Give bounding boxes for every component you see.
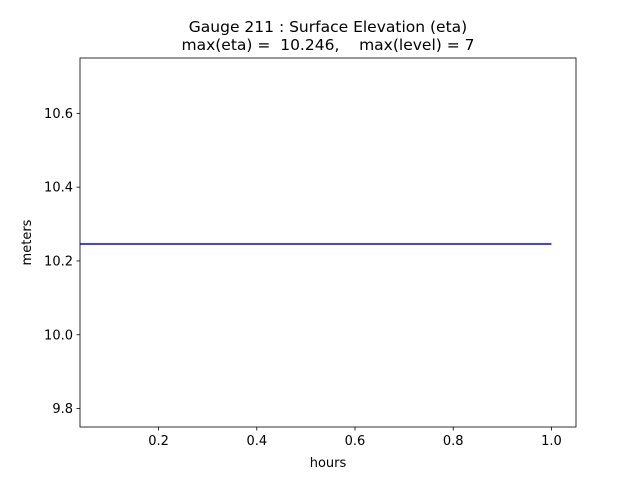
y-tick-label: 10.4 xyxy=(44,181,73,196)
plot-frame xyxy=(79,57,577,428)
y-tick-label: 9.8 xyxy=(52,402,73,417)
x-axis-label: hours xyxy=(310,456,347,471)
y-axis-label: meters xyxy=(20,219,35,265)
chart-title: Gauge 211 : Surface Elevation (eta) xyxy=(189,18,467,36)
x-tick-label: 0.6 xyxy=(345,434,366,449)
x-tick-label: 0.4 xyxy=(246,434,267,449)
chart-subtitle: max(eta) = 10.246, max(level) = 7 xyxy=(181,36,474,54)
x-tick-label: 0.8 xyxy=(443,434,464,449)
y-tick-label: 10.2 xyxy=(44,254,73,269)
plot-area: 0.2 0.4 0.6 0.8 1.0 9.8 10.0 10.2 10.4 10.6 xyxy=(44,57,577,449)
x-tick-label: 1.0 xyxy=(541,434,562,449)
y-tick-label: 10.0 xyxy=(44,328,73,343)
y-tick-label: 10.6 xyxy=(44,107,73,122)
x-tick-label: 0.2 xyxy=(148,434,169,449)
